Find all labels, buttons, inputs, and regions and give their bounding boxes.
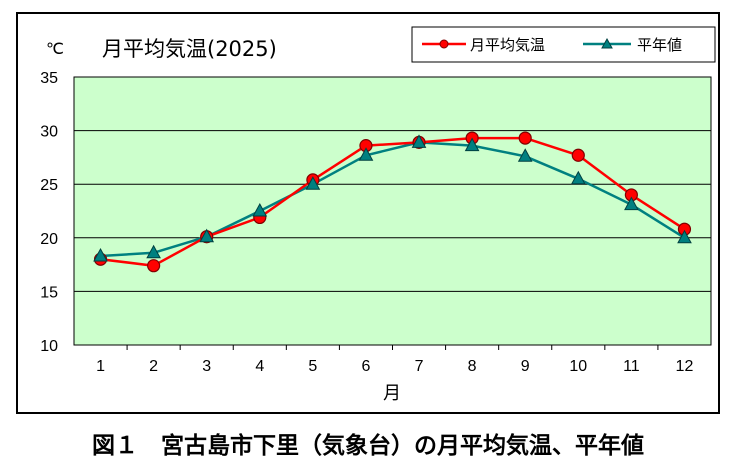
data-point-normal [146,244,161,259]
x-tick-label: 6 [362,358,371,375]
y-tick-label: 10 [40,338,58,355]
y-tick-label: 35 [40,70,58,87]
x-tick-label: 10 [569,358,587,375]
x-tick-labels: 1 2 3 4 5 6 7 8 9 10 11 12 [96,345,693,375]
data-point-normal [570,170,586,185]
series-markers [93,131,692,273]
y-tick-label: 15 [40,284,58,301]
data-point-normal [252,202,268,217]
x-tick-label: 2 [149,358,158,375]
data-point-monthly [147,259,161,273]
legend: 月平均気温 平年値 [411,26,716,63]
legend-label-monthly: 月平均気温 [470,36,545,54]
figure-caption: 図１ 宮古島市下里（気象台）の月平均気温、平年値 [92,432,644,459]
x-tick-label: 12 [676,358,694,375]
x-tick-label: 7 [415,358,424,375]
y-tick-label: 30 [40,124,58,141]
series-lines [100,136,686,267]
legend-label-normal: 平年値 [637,36,682,54]
legend-marker-monthly [439,39,449,49]
legend-marker-normal [601,37,613,49]
data-point-normal [464,137,480,152]
data-point-normal [411,134,427,148]
y-tick-labels: 10 15 20 25 30 35 [40,70,58,355]
data-point-normal [517,148,533,162]
chart-frame: 10 15 20 25 30 35 1 2 3 4 5 6 7 8 9 10 11 12 ℃ 月平均気温(202… [16,12,720,414]
data-point-normal [93,247,108,262]
series-line-normal [100,141,686,258]
x-axis-label: 月 [383,383,401,404]
x-tick-label: 3 [202,358,211,375]
x-tick-label: 11 [623,358,640,375]
y-tick-label: 20 [40,231,58,248]
y-tick-label: 25 [40,177,58,194]
grid [74,130,711,292]
x-tick-label: 4 [255,358,264,375]
data-point-normal [305,176,321,190]
data-point-monthly [518,131,532,145]
x-tick-label: 1 [96,358,105,375]
x-tick-label: 5 [308,358,317,375]
data-point-normal [358,147,374,161]
x-tick-label: 9 [521,358,530,375]
chart-title: 月平均気温(2025) [102,37,277,61]
data-point-monthly [571,148,585,162]
data-point-normal [624,196,639,211]
data-point-normal [199,228,215,243]
series-line-monthly [100,136,686,267]
data-point-normal [677,229,692,244]
plot-area [73,76,712,346]
y-axis-unit: ℃ [46,41,64,58]
x-tick-label: 8 [468,358,477,375]
